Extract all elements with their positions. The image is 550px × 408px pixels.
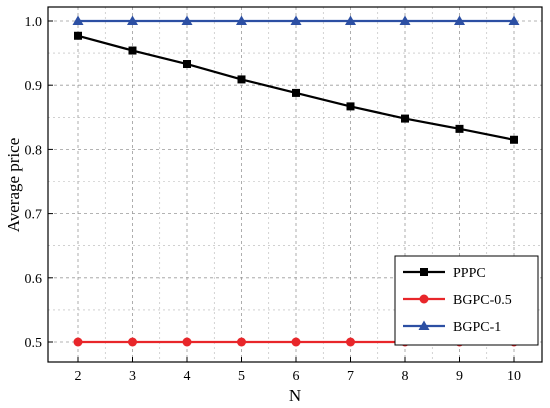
y-axis-label: Average price [4,138,23,233]
legend-label: BGPC-1 [453,320,501,335]
x-tick-label: 10 [507,369,521,384]
x-tick-label: 7 [347,369,354,384]
data-point [74,31,82,40]
data-point [345,15,356,25]
legend-label: BGPC-0.5 [453,293,512,308]
x-tick-label: 5 [238,369,245,384]
series-group [72,15,520,347]
legend-item: BGPC-0.5 [403,293,512,308]
y-tick-label: 0.9 [25,79,43,94]
x-tick-label: 2 [75,369,82,384]
plot-frame [47,6,543,363]
series-pppc [74,31,518,144]
y-tick-label: 0.6 [25,272,43,287]
data-point [454,15,465,25]
data-point [290,15,302,25]
legend-swatch-marker [420,268,428,276]
data-point [237,337,246,347]
data-point [128,337,137,347]
data-point [292,88,300,97]
data-point [508,15,520,25]
data-point [128,46,137,55]
data-point [455,124,464,133]
y-tick-label: 0.7 [25,208,43,223]
legend: PPPC BGPC-0.5 BGPC-1 [394,255,539,346]
data-point [237,75,246,84]
data-point [291,337,301,347]
y-tick-label: 1.0 [25,15,43,30]
data-point [401,114,409,123]
legend-swatch-marker [419,294,429,304]
data-point [510,135,518,144]
x-tick-label: 6 [293,369,300,384]
legend-item: PPPC [403,266,486,281]
y-tick-label: 0.8 [25,143,43,158]
series-bgpc-1 [72,15,520,25]
data-point [73,337,83,347]
x-tick-label: 9 [456,369,463,384]
data-point [183,60,191,69]
data-point [346,337,355,347]
data-point [181,15,193,25]
data-point [399,15,411,25]
y-tick-label: 0.5 [25,336,43,351]
legend-box [394,255,539,346]
data-point [346,102,355,111]
x-tick-label: 4 [184,369,191,384]
legend-swatch-marker [418,320,430,330]
x-tick-label: 8 [402,369,409,384]
data-point [127,15,138,25]
x-axis-label: N [289,386,301,405]
data-point [72,15,84,25]
axis-ticks: 2 3 4 5 6 7 8 9 10 0.5 0.6 0.7 0.8 0.9 1.0 [25,15,522,384]
legend-label: PPPC [453,266,486,281]
data-point [236,15,247,25]
legend-item: BGPC-1 [403,320,501,335]
data-point [182,337,192,347]
x-tick-label: 3 [129,369,136,384]
